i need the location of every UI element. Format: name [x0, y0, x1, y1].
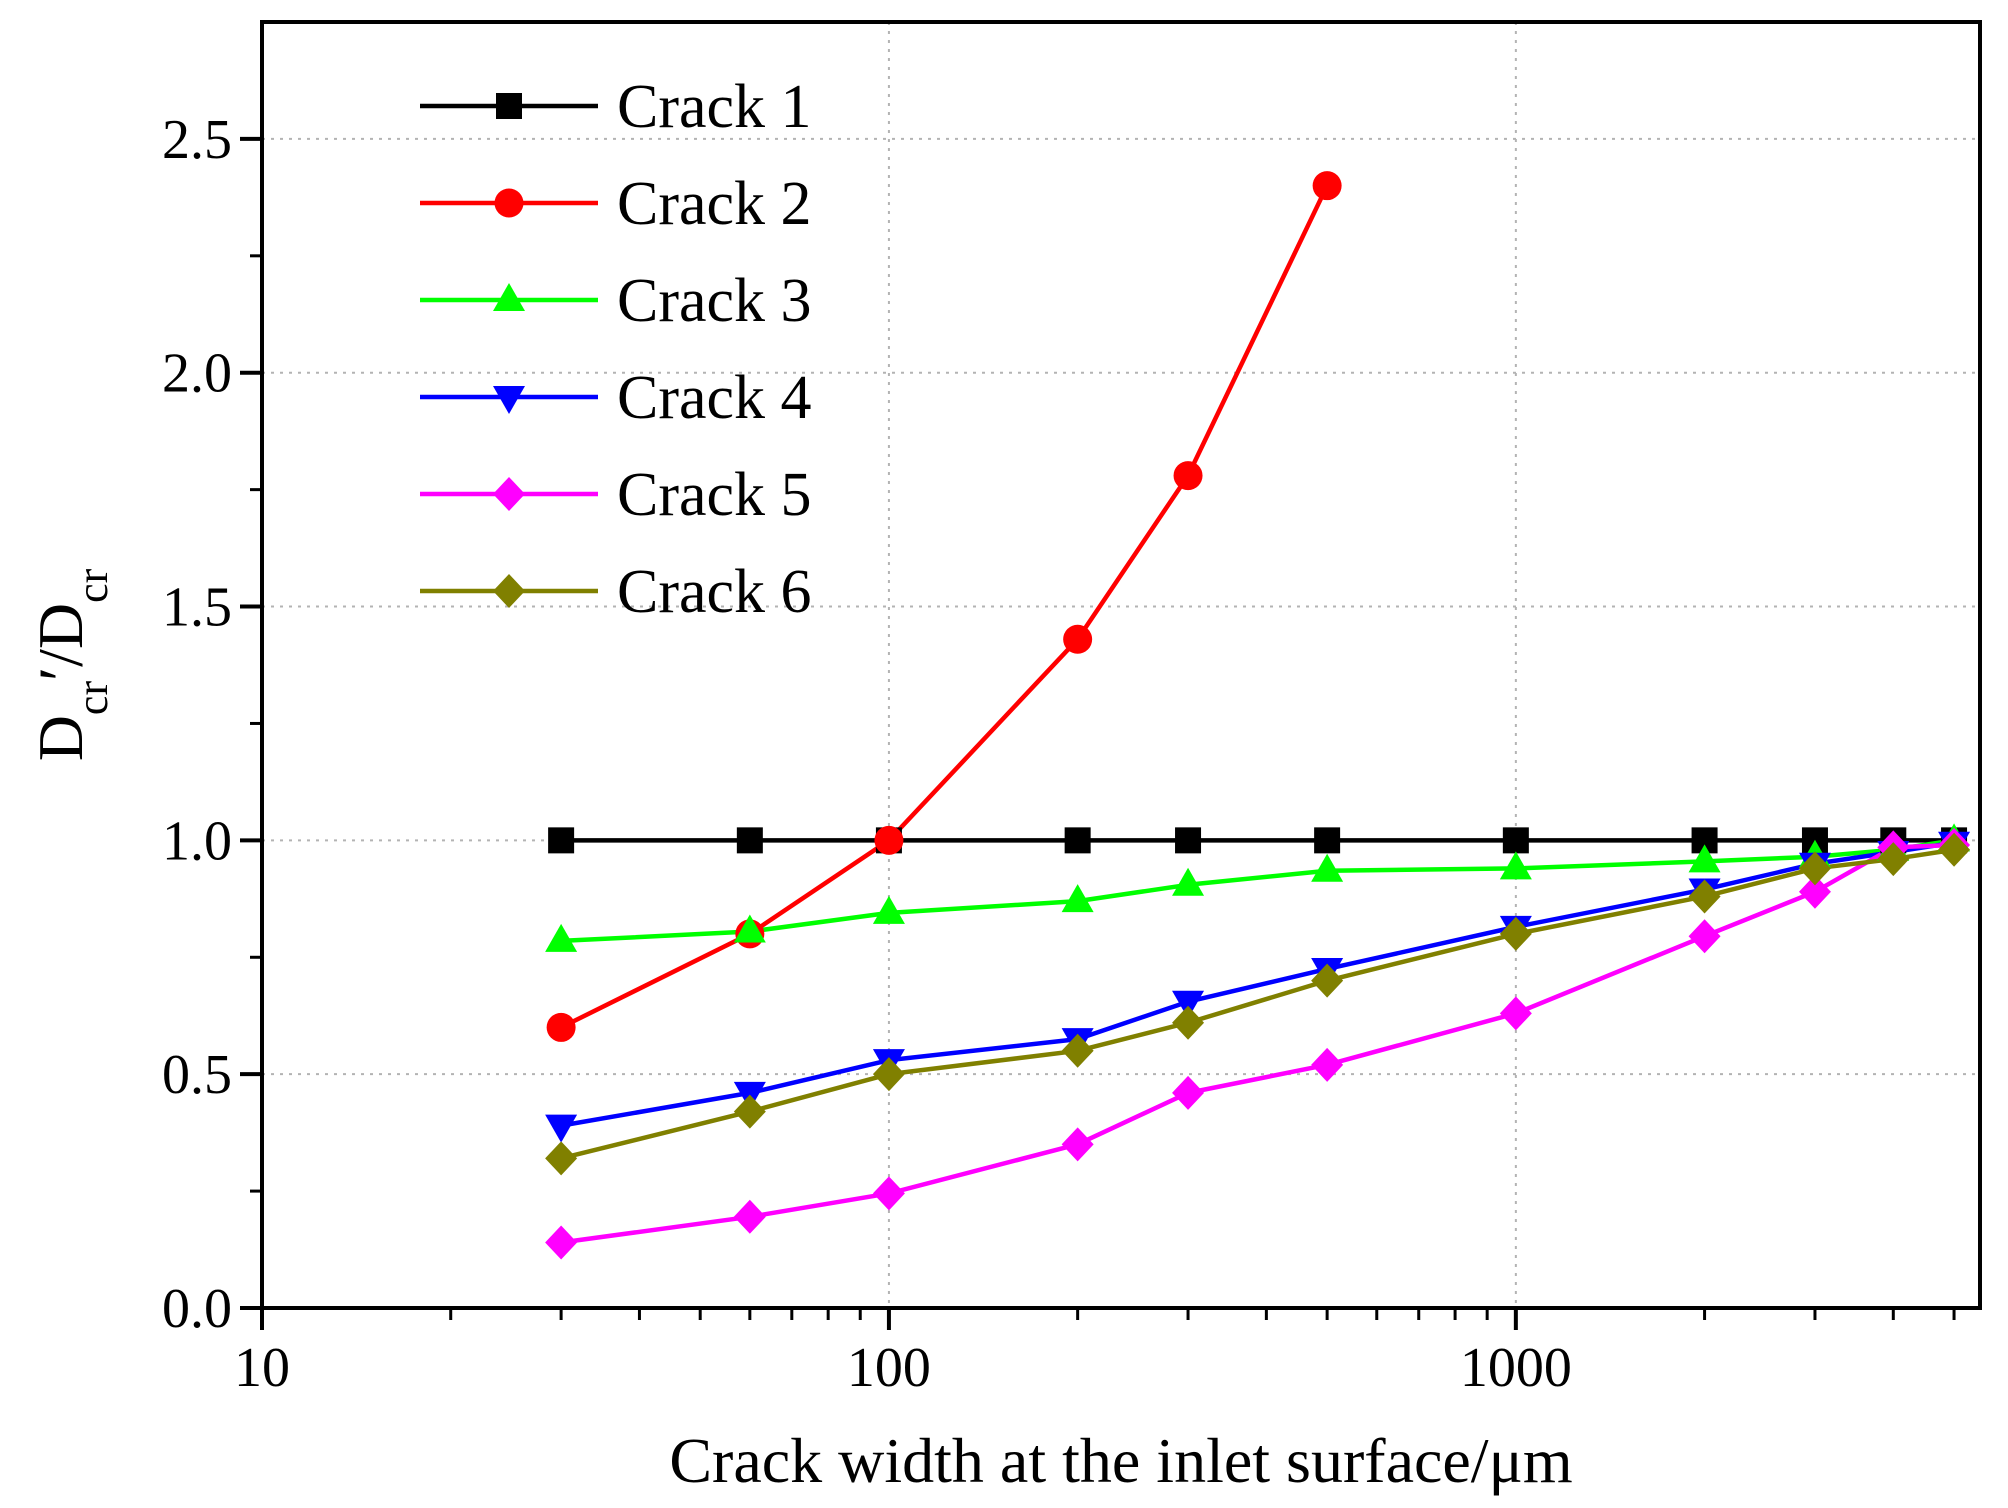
- data-point-crack-5: [1172, 1075, 1205, 1110]
- series-markers: [545, 171, 1971, 1260]
- y-axis-title-main: D: [25, 715, 96, 761]
- data-point-crack-3: [872, 895, 905, 924]
- y-tick-label: 0.5: [162, 1044, 232, 1106]
- data-point-crack-6: [1938, 832, 1971, 867]
- y-tick-label: 2.5: [162, 109, 232, 171]
- y-tick-label: 1.5: [162, 577, 232, 639]
- grid: [262, 22, 1980, 1308]
- plot-frame: [260, 20, 1982, 1310]
- y-tick-label: 0.0: [162, 1278, 232, 1340]
- data-point-crack-3: [545, 923, 578, 952]
- data-point-crack-3: [1172, 867, 1205, 896]
- data-point-crack-3: [1061, 884, 1094, 913]
- axis-ticks: [240, 136, 1956, 1330]
- y-tick-label: 1.0: [162, 810, 232, 872]
- series-line-crack-2: [560, 184, 1330, 1030]
- series-lines: [560, 184, 1955, 1245]
- x-tick-label: 1000: [1460, 1337, 1572, 1399]
- series-line-crack-6: [560, 847, 1955, 1161]
- data-point-crack-6: [1061, 1033, 1094, 1068]
- data-point-crack-6: [1688, 879, 1721, 914]
- legend: Crack 1 Crack 2 Crack 3 Crack 4 Crack 5 Crack…: [420, 73, 812, 626]
- legend-marker: [493, 477, 525, 511]
- data-point-crack-3: [1499, 851, 1532, 880]
- tick-labels: 0.0 0.5 1.0 1.5 2.0 2.5 10 100 1000: [162, 109, 1572, 1399]
- data-point-crack-3: [1311, 853, 1344, 882]
- legend-marker: [493, 574, 525, 608]
- data-point-crack-5: [1311, 1047, 1344, 1082]
- y-axis-title-sub2: cr: [68, 568, 117, 603]
- data-point-crack-3: [1688, 844, 1721, 873]
- series-line-crack-5: [560, 842, 1955, 1245]
- legend-label: Crack 1: [617, 73, 812, 141]
- series-line-crack-3: [561, 838, 1955, 944]
- x-tick-label: 100: [847, 1337, 931, 1399]
- legend-marker: [493, 283, 525, 311]
- data-point-crack-6: [1172, 1005, 1205, 1040]
- data-point-crack-1: [1502, 827, 1529, 854]
- data-point-crack-5: [545, 1225, 578, 1260]
- data-point-crack-5: [1688, 919, 1721, 954]
- data-point-crack-2: [874, 825, 904, 855]
- data-point-crack-1: [548, 827, 575, 854]
- legend-marker: [496, 93, 522, 119]
- data-point-crack-6: [872, 1057, 905, 1092]
- data-point-crack-1: [1064, 827, 1091, 854]
- data-point-crack-3: [733, 914, 766, 943]
- legend-marker: [493, 386, 525, 414]
- data-point-crack-6: [1311, 963, 1344, 998]
- data-point-crack-2: [1063, 624, 1093, 654]
- data-point-crack-1: [1314, 827, 1341, 854]
- y-axis-title: Dcr′/Dcr: [25, 568, 117, 761]
- data-point-crack-4: [545, 1114, 578, 1143]
- x-axis-title: Crack width at the inlet surface/μm: [669, 1425, 1572, 1496]
- data-point-crack-5: [1499, 996, 1532, 1031]
- x-tick-label: 10: [234, 1337, 290, 1399]
- data-point-crack-1: [1175, 827, 1202, 854]
- legend-label: Crack 3: [617, 267, 812, 335]
- legend-label: Crack 5: [617, 461, 812, 529]
- data-point-crack-1: [736, 827, 763, 854]
- data-point-crack-6: [1877, 842, 1910, 877]
- y-axis-title-prime: ′/D: [25, 603, 96, 681]
- y-tick-label: 2.0: [162, 343, 232, 405]
- data-point-crack-6: [1798, 851, 1831, 886]
- data-point-crack-5: [872, 1176, 905, 1211]
- data-point-crack-2: [1312, 171, 1342, 201]
- y-axis-title-sub1: cr: [68, 681, 117, 716]
- data-point-crack-5: [1061, 1127, 1094, 1162]
- legend-label: Crack 4: [617, 364, 812, 432]
- data-point-crack-6: [1499, 916, 1532, 951]
- data-point-crack-5: [733, 1199, 766, 1234]
- legend-label: Crack 2: [617, 170, 812, 238]
- data-point-crack-6: [545, 1141, 578, 1176]
- data-point-crack-2: [1173, 461, 1203, 491]
- data-point-crack-5: [1798, 874, 1831, 909]
- legend-marker: [494, 188, 524, 218]
- data-point-crack-2: [546, 1012, 576, 1042]
- data-point-crack-4: [1172, 990, 1205, 1019]
- legend-label: Crack 6: [617, 558, 812, 626]
- data-point-crack-6: [733, 1094, 766, 1129]
